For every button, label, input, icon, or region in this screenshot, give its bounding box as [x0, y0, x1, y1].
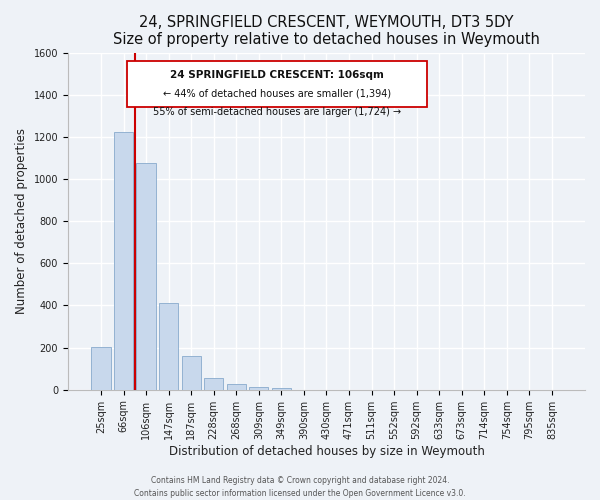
Text: 24 SPRINGFIELD CRESCENT: 106sqm: 24 SPRINGFIELD CRESCENT: 106sqm — [170, 70, 384, 80]
Text: 55% of semi-detached houses are larger (1,724) →: 55% of semi-detached houses are larger (… — [153, 106, 401, 117]
Bar — [204, 378, 223, 390]
Title: 24, SPRINGFIELD CRESCENT, WEYMOUTH, DT3 5DY
Size of property relative to detache: 24, SPRINGFIELD CRESCENT, WEYMOUTH, DT3 … — [113, 15, 540, 48]
Bar — [136, 164, 155, 390]
Text: ← 44% of detached houses are smaller (1,394): ← 44% of detached houses are smaller (1,… — [163, 88, 391, 98]
Bar — [272, 388, 291, 390]
Bar — [182, 356, 201, 390]
Text: Contains HM Land Registry data © Crown copyright and database right 2024.
Contai: Contains HM Land Registry data © Crown c… — [134, 476, 466, 498]
FancyBboxPatch shape — [127, 61, 427, 106]
Bar — [227, 384, 246, 390]
Bar — [91, 346, 110, 390]
Y-axis label: Number of detached properties: Number of detached properties — [15, 128, 28, 314]
Bar — [249, 386, 268, 390]
Bar — [159, 304, 178, 390]
X-axis label: Distribution of detached houses by size in Weymouth: Distribution of detached houses by size … — [169, 444, 484, 458]
Bar — [114, 132, 133, 390]
